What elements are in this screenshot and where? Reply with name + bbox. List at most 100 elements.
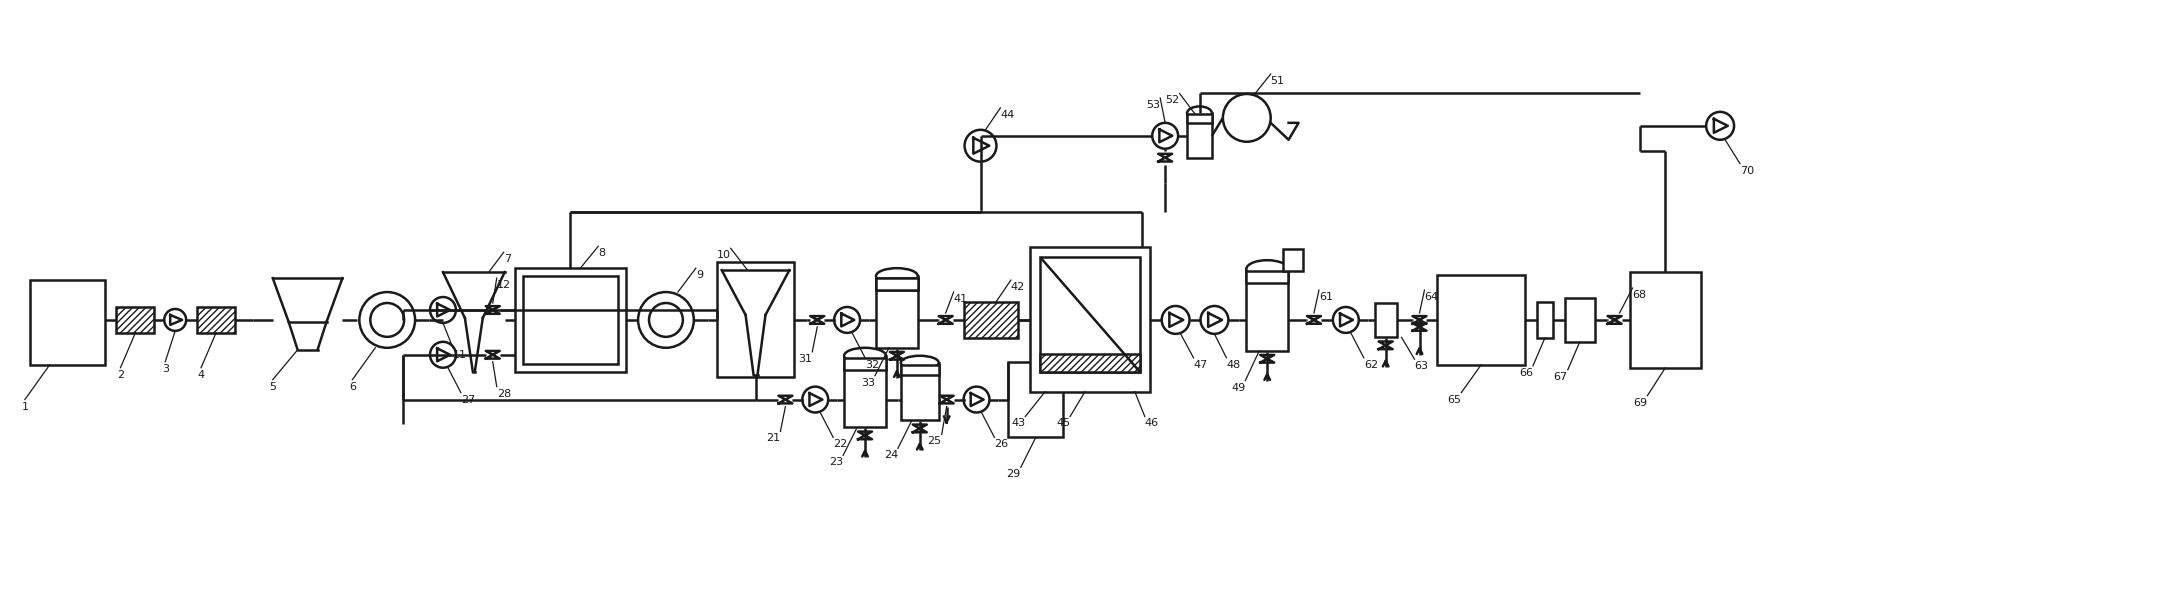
Text: 47: 47 <box>1192 360 1208 370</box>
Circle shape <box>1162 306 1190 334</box>
Text: 1: 1 <box>22 401 28 412</box>
Bar <box>1437 275 1524 365</box>
Text: 33: 33 <box>860 378 876 388</box>
Text: 45: 45 <box>1057 418 1070 428</box>
Text: 29: 29 <box>1007 469 1020 479</box>
Text: 8: 8 <box>598 248 605 258</box>
Text: 25: 25 <box>928 436 941 447</box>
Circle shape <box>371 303 404 337</box>
Bar <box>876 276 917 348</box>
Bar <box>1040 354 1140 371</box>
Text: 65: 65 <box>1448 395 1461 404</box>
Text: 9: 9 <box>697 270 703 280</box>
Text: 62: 62 <box>1363 360 1378 370</box>
Text: 43: 43 <box>1011 418 1024 428</box>
Circle shape <box>360 292 415 348</box>
Bar <box>1031 247 1149 392</box>
Text: 46: 46 <box>1144 418 1160 428</box>
Text: 4: 4 <box>197 370 205 379</box>
Bar <box>1629 272 1701 368</box>
Circle shape <box>1223 94 1271 142</box>
Text: 31: 31 <box>799 354 812 364</box>
Bar <box>1247 271 1289 283</box>
Bar <box>1188 114 1212 123</box>
Bar <box>1247 271 1289 283</box>
Text: 6: 6 <box>349 382 356 392</box>
Bar <box>1188 113 1212 158</box>
Text: 26: 26 <box>994 439 1009 450</box>
Text: 28: 28 <box>496 389 511 398</box>
Ellipse shape <box>900 356 939 370</box>
Text: 32: 32 <box>865 360 880 370</box>
Bar <box>1566 298 1594 342</box>
Bar <box>1374 303 1396 337</box>
Circle shape <box>834 307 860 333</box>
Text: 7: 7 <box>505 254 511 264</box>
Text: 70: 70 <box>1741 166 1754 176</box>
Bar <box>1247 269 1289 351</box>
Bar <box>845 357 887 370</box>
Text: 21: 21 <box>767 434 780 443</box>
Circle shape <box>1332 307 1358 333</box>
Bar <box>963 302 1018 338</box>
Circle shape <box>1706 112 1734 140</box>
Text: 69: 69 <box>1634 398 1647 407</box>
Bar <box>876 278 917 290</box>
Text: 67: 67 <box>1553 371 1568 382</box>
Text: 24: 24 <box>885 450 898 461</box>
Ellipse shape <box>1247 260 1289 278</box>
Bar <box>900 365 939 375</box>
Circle shape <box>802 387 828 412</box>
Bar <box>1040 257 1140 371</box>
Circle shape <box>965 130 996 162</box>
Bar <box>1188 114 1212 123</box>
Bar <box>197 307 236 333</box>
Text: 42: 42 <box>1011 282 1024 292</box>
Circle shape <box>963 387 989 412</box>
Circle shape <box>430 297 456 323</box>
Text: 64: 64 <box>1424 292 1439 302</box>
Circle shape <box>430 342 456 368</box>
Text: 2: 2 <box>118 370 124 379</box>
Ellipse shape <box>1188 106 1212 120</box>
Text: 48: 48 <box>1227 360 1241 370</box>
Circle shape <box>164 309 186 331</box>
Circle shape <box>1153 123 1177 149</box>
Text: 23: 23 <box>830 458 843 467</box>
Text: 27: 27 <box>461 395 476 404</box>
Ellipse shape <box>845 348 887 364</box>
Text: 51: 51 <box>1271 76 1284 86</box>
Text: 22: 22 <box>832 439 847 450</box>
Bar <box>876 278 917 290</box>
Bar <box>845 357 887 370</box>
Bar <box>1009 362 1064 437</box>
Bar <box>900 365 939 375</box>
Text: 66: 66 <box>1520 368 1533 378</box>
Text: 3: 3 <box>162 364 168 374</box>
Text: 68: 68 <box>1631 290 1647 300</box>
Text: 49: 49 <box>1232 382 1245 393</box>
Circle shape <box>1201 306 1227 334</box>
Bar <box>716 262 795 376</box>
Text: 63: 63 <box>1415 361 1428 371</box>
Bar <box>1284 249 1304 271</box>
Text: 44: 44 <box>1000 110 1016 120</box>
Bar <box>876 278 917 290</box>
Bar <box>31 280 105 365</box>
Bar <box>845 356 887 428</box>
Text: 11: 11 <box>452 350 467 360</box>
Circle shape <box>649 303 684 337</box>
Bar <box>900 363 939 420</box>
Circle shape <box>638 292 695 348</box>
Bar <box>116 307 155 333</box>
Text: 52: 52 <box>1166 95 1179 106</box>
Text: 41: 41 <box>954 294 968 304</box>
Text: 53: 53 <box>1147 100 1160 110</box>
Text: 10: 10 <box>716 250 732 260</box>
Ellipse shape <box>876 268 917 284</box>
Bar <box>522 276 618 364</box>
Bar <box>1538 302 1553 338</box>
Text: 5: 5 <box>269 382 275 392</box>
Text: 61: 61 <box>1319 292 1332 302</box>
Bar <box>515 268 627 371</box>
